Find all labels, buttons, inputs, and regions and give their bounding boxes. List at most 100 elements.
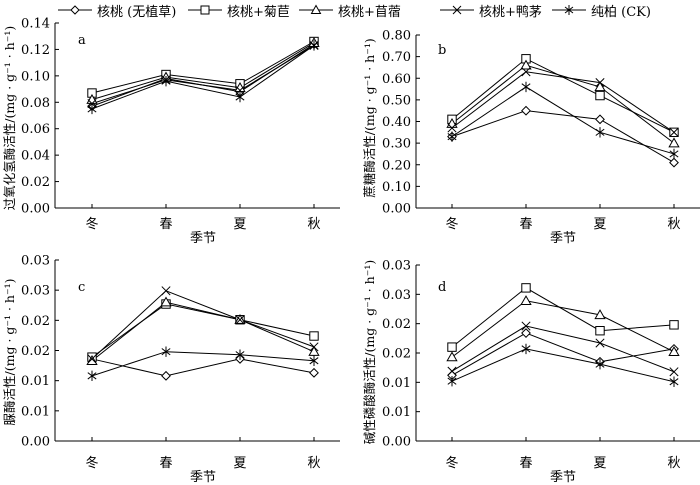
triangle-marker [520, 295, 532, 305]
asterisk-marker [669, 376, 679, 387]
legend-item-alfalfa: 核桃+苜蓿 [299, 2, 401, 20]
y-tick-label: 0.02 [21, 175, 50, 190]
legend-x-marker-icon [440, 5, 474, 15]
square-marker [669, 320, 679, 330]
y-tick-label: 0.02 [382, 317, 411, 332]
series-line [91, 290, 315, 360]
legend-triangle-marker-icon [299, 4, 333, 14]
chart-panel-a: 0.00 0.02 0.04 0.06 0.08 0.10 0.12 0.14 冬 春 夏 秋季节 过氧… [2, 17, 340, 246]
chart-panel-c: 0.00 0.01 0.01 0.02 0.02 0.03 0.03 冬 春 夏 秋季节 脲酶活性/(… [2, 254, 340, 485]
legend-item-ck: 纯柏 (CK) [552, 2, 651, 20]
legend-item-no-grass: 核桃 (无植草) [58, 2, 177, 20]
x-marker [521, 321, 531, 331]
x-tick-label: 冬 [445, 216, 458, 232]
y-tick-label: 0.40 [382, 115, 411, 130]
y-tick-label: 0.02 [21, 314, 50, 329]
series-line [91, 351, 315, 377]
x-tick-label: 秋 [667, 456, 680, 471]
x-marker [87, 354, 97, 364]
square-marker [447, 342, 457, 352]
x-marker [447, 123, 457, 133]
square-marker [309, 331, 319, 341]
y-axis-label: 过氧化氢酶活性/(mg · g⁻¹ · h⁻¹) [2, 26, 17, 210]
y-axis-label: 蔗糖酶活性/(mg · g⁻¹ · h⁻¹) [362, 38, 377, 197]
diamond-marker [521, 328, 531, 338]
y-tick-label: 0.12 [21, 43, 50, 58]
x-marker [669, 127, 679, 137]
asterisk-marker [309, 40, 319, 51]
x-tick-label: 秋 [667, 217, 680, 232]
asterisk-marker [521, 81, 531, 93]
legend-diamond-marker-icon [58, 5, 92, 15]
triangle-marker [160, 296, 172, 307]
asterisk-marker [595, 358, 605, 370]
legend-label: 纯柏 (CK) [591, 4, 651, 20]
y-tick-label: 0.01 [21, 374, 50, 389]
series-line [91, 45, 315, 110]
y-tick-label: 0.00 [382, 202, 411, 217]
square-marker [595, 90, 605, 101]
legend-label: 核桃+鸭茅 [479, 4, 542, 20]
y-tick-label: 0.20 [382, 158, 411, 173]
x-tick-label: 夏 [233, 217, 246, 232]
asterisk-marker [309, 355, 319, 366]
chart-panel-d: 0.00 0.01 0.01 0.02 0.02 0.03 0.03 冬 春 夏 秋季节 碱性磷酸酶活… [362, 259, 700, 485]
triangle-marker [594, 309, 606, 320]
diamond-marker [595, 114, 605, 125]
y-tick-label: 0.02 [382, 347, 411, 362]
y-tick-label: 0.01 [382, 405, 411, 420]
x-tick-label: 冬 [445, 455, 458, 471]
series-line [451, 64, 675, 144]
x-tick-label: 春 [159, 456, 172, 471]
y-tick-label: 0.03 [21, 254, 50, 269]
x-tick-label: 冬 [85, 216, 98, 232]
x-marker [595, 338, 605, 348]
series-line [91, 358, 315, 377]
y-tick-label: 0.06 [21, 122, 50, 137]
asterisk-marker [521, 343, 531, 355]
diamond-marker [161, 370, 171, 381]
triangle-marker [446, 351, 458, 362]
asterisk-marker [595, 127, 605, 138]
series-line [451, 110, 675, 164]
y-tick-label: 0.02 [21, 344, 50, 359]
x-tick-label: 春 [519, 456, 532, 471]
series-line [91, 303, 315, 358]
asterisk-marker [87, 103, 97, 115]
panel-tag: b [438, 43, 446, 58]
x-tick-label: 秋 [307, 217, 320, 232]
asterisk-marker [447, 131, 457, 142]
y-tick-label: 0.03 [382, 288, 411, 303]
y-tick-label: 0.70 [382, 50, 411, 65]
triangle-marker [234, 82, 246, 92]
x-tick-label: 春 [519, 217, 532, 232]
diamond-marker [669, 157, 679, 168]
series-line [451, 332, 675, 376]
x-tick-label: 冬 [85, 455, 98, 471]
legend-item-orchardgrass: 核桃+鸭茅 [440, 2, 542, 20]
asterisk-marker [235, 349, 245, 360]
x-marker [447, 366, 457, 376]
asterisk-marker [161, 346, 171, 357]
asterisk-marker [669, 148, 679, 160]
x-tick-label: 夏 [593, 456, 606, 471]
x-marker [595, 78, 605, 88]
square-marker [595, 326, 605, 336]
y-tick-label: 0.10 [382, 180, 411, 195]
series-line [91, 301, 315, 362]
y-tick-label: 0.00 [21, 202, 50, 217]
series-line [451, 58, 675, 133]
asterisk-marker [235, 91, 245, 103]
series-line [451, 86, 675, 155]
x-marker [669, 367, 679, 377]
x-marker [521, 67, 531, 77]
series-line [451, 300, 675, 358]
legend-label: 核桃+苜蓿 [338, 4, 401, 20]
legend-label: 核桃 (无植草) [97, 4, 177, 20]
asterisk-marker [161, 75, 171, 87]
series-line [451, 71, 675, 133]
triangle-marker [594, 81, 606, 92]
x-marker [309, 342, 319, 352]
series-line [91, 41, 315, 94]
